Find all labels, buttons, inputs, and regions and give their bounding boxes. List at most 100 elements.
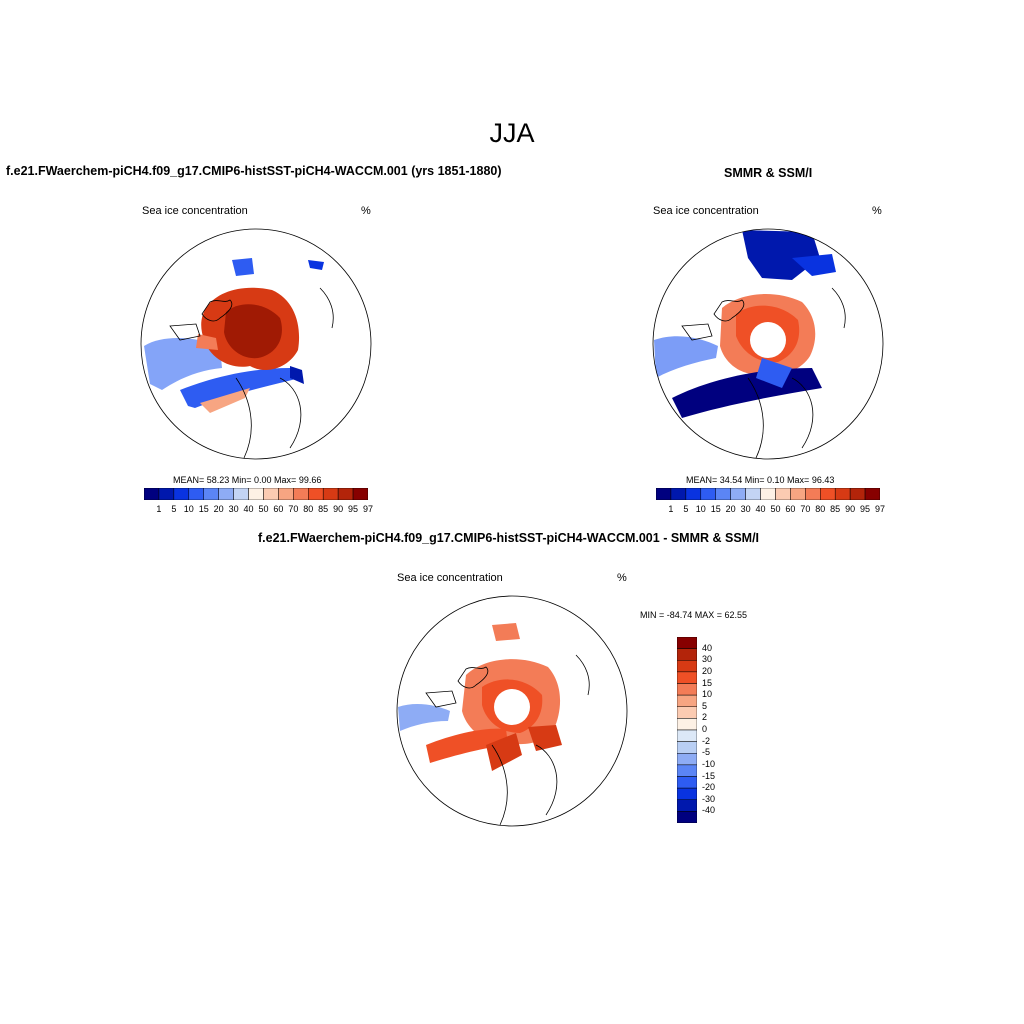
colorbar-swatch xyxy=(849,488,866,500)
colorbar-tick-label: -10 xyxy=(702,758,716,769)
difference-region xyxy=(398,704,450,731)
pole-hole xyxy=(750,322,786,358)
colorbar-swatch xyxy=(352,488,368,500)
colorbar-tick-label: 60 xyxy=(785,504,796,514)
colorbar-swatch xyxy=(337,488,354,500)
colorbar-tick-label: 15 xyxy=(198,504,209,514)
colorbar-tick-label: 10 xyxy=(183,504,194,514)
panel-1-variable: Sea ice concentration xyxy=(142,205,248,217)
colorbar-tick-label: -15 xyxy=(702,770,716,781)
colorbar-tick-label: 40 xyxy=(755,504,766,514)
difference-region xyxy=(492,623,520,641)
panel-2-variable: Sea ice concentration xyxy=(653,205,759,217)
colorbar-swatch xyxy=(173,488,190,500)
colorbar-swatch xyxy=(730,488,746,500)
colorbar-swatch xyxy=(677,729,697,742)
colorbar-swatch xyxy=(218,488,234,500)
difference-region xyxy=(486,733,522,771)
panel-1-units: % xyxy=(361,205,371,217)
colorbar-swatch xyxy=(144,488,160,500)
colorbar-tick-label: -20 xyxy=(702,782,716,793)
panel-1-colorbar-labels: 1 5 10 15 20 30 40 50 60 70 80 85 90 95 97 xyxy=(144,504,373,516)
sea-ice-region xyxy=(232,258,254,276)
main-title: JJA xyxy=(489,118,535,148)
colorbar-swatch xyxy=(677,660,697,673)
colorbar-tick-label: 40 xyxy=(702,642,713,653)
colorbar-swatch xyxy=(322,488,339,500)
colorbar-tick-label: 10 xyxy=(695,504,706,514)
colorbar-tick-label: -5 xyxy=(702,747,711,758)
panel-2-stats: MEAN= 34.54 Min= 0.10 Max= 96.43 xyxy=(686,475,835,485)
colorbar-swatch xyxy=(203,488,219,500)
panel-3-units: % xyxy=(617,572,627,584)
colorbar-swatch xyxy=(677,706,697,719)
colorbar-tick-label: 85 xyxy=(830,504,841,514)
panel-3-variable: Sea ice concentration xyxy=(397,572,503,584)
sea-ice-region xyxy=(308,260,324,270)
colorbar-tick-label: 70 xyxy=(288,504,299,514)
colorbar-swatch xyxy=(233,488,249,500)
colorbar-swatch xyxy=(715,488,731,500)
sea-ice-region xyxy=(196,334,218,350)
colorbar-swatch xyxy=(760,488,776,500)
colorbar-tick-label: 1 xyxy=(668,504,674,514)
colorbar-swatch xyxy=(834,488,851,500)
colorbar-swatch xyxy=(677,811,697,823)
colorbar-swatch xyxy=(677,637,697,649)
panel-2-units: % xyxy=(872,205,882,217)
panel-1-title: f.e21.FWaerchem-piCH4.f09_g17.CMIP6-hist… xyxy=(6,164,502,178)
colorbar-swatch xyxy=(864,488,880,500)
colorbar-tick-label: -30 xyxy=(702,793,716,804)
colorbar-tick-label: 95 xyxy=(348,504,359,514)
colorbar-tick-label: 15 xyxy=(710,504,721,514)
panel-3-polar-map xyxy=(396,595,628,827)
colorbar-tick-label: 30 xyxy=(702,654,713,665)
panel-2-title: SMMR & SSM/I xyxy=(724,166,813,180)
colorbar-swatch xyxy=(188,488,204,500)
colorbar-tick-label: 5 xyxy=(683,504,689,514)
colorbar-swatch xyxy=(293,488,309,500)
colorbar-swatch xyxy=(656,488,672,500)
colorbar-swatch xyxy=(677,753,697,766)
difference-region xyxy=(426,728,508,763)
colorbar-swatch xyxy=(677,776,697,789)
colorbar-tick-label: 70 xyxy=(800,504,811,514)
colorbar-swatch xyxy=(308,488,324,500)
colorbar-tick-label: 80 xyxy=(303,504,314,514)
colorbar-swatch xyxy=(677,787,697,800)
colorbar-tick-label: 15 xyxy=(702,677,713,688)
colorbar-tick-label: 60 xyxy=(273,504,284,514)
colorbar-swatch xyxy=(775,488,791,500)
colorbar-swatch xyxy=(677,648,697,661)
colorbar-tick-label: 20 xyxy=(213,504,224,514)
colorbar-tick-label: 90 xyxy=(333,504,344,514)
panel-2-polar-map xyxy=(652,228,884,460)
colorbar-swatch xyxy=(677,671,697,684)
sea-ice-region xyxy=(290,366,304,384)
colorbar-tick-label: 30 xyxy=(740,504,751,514)
colorbar-swatch xyxy=(677,764,697,777)
panel-3-title: f.e21.FWaerchem-piCH4.f09_g17.CMIP6-hist… xyxy=(258,531,760,545)
panel-1-colorbar xyxy=(144,488,368,500)
panel-2-colorbar-labels: 1 5 10 15 20 30 40 50 60 70 80 85 90 95 97 xyxy=(656,504,885,516)
colorbar-swatch xyxy=(677,694,697,707)
difference-region xyxy=(528,725,562,751)
panel-1-stats: MEAN= 58.23 Min= 0.00 Max= 99.66 xyxy=(173,475,322,485)
colorbar-tick-label: 50 xyxy=(258,504,269,514)
colorbar-tick-label: 30 xyxy=(228,504,239,514)
sea-ice-region xyxy=(672,368,822,418)
colorbar-tick-label: 97 xyxy=(874,504,885,514)
colorbar-swatch xyxy=(670,488,687,500)
colorbar-swatch xyxy=(677,718,697,731)
sea-ice-region xyxy=(654,336,718,378)
colorbar-tick-label: 40 xyxy=(243,504,254,514)
sea-ice-region xyxy=(144,338,222,390)
sea-ice-region xyxy=(756,358,792,388)
sea-ice-core xyxy=(224,304,282,359)
colorbar-tick-label: 10 xyxy=(702,689,713,700)
panel-1-polar-map xyxy=(140,228,372,460)
colorbar-swatch xyxy=(677,741,697,754)
sea-ice-region xyxy=(742,230,820,280)
colorbar-swatch xyxy=(700,488,716,500)
colorbar-tick-label: 95 xyxy=(860,504,871,514)
